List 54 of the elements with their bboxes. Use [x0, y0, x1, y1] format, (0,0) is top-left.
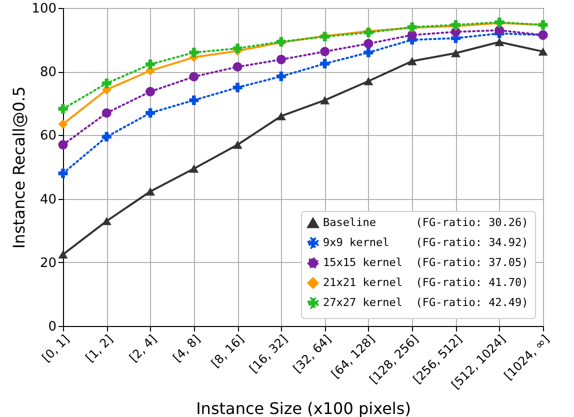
point	[232, 62, 242, 72]
y-tick-label: 40	[40, 192, 56, 208]
point	[320, 58, 330, 68]
point	[146, 86, 156, 96]
y-tick-label: 100	[32, 2, 56, 16]
point	[232, 44, 242, 54]
point	[58, 104, 68, 114]
point	[450, 49, 460, 58]
y-tick-label: 0	[48, 320, 56, 334]
point	[189, 72, 199, 82]
point	[58, 140, 68, 150]
x-tick-label: [0, 1]	[39, 332, 72, 365]
x-tick-label: [1, 2]	[82, 332, 116, 365]
point	[276, 72, 286, 82]
point	[494, 26, 504, 35]
point	[276, 112, 286, 120]
point	[146, 108, 156, 118]
point	[189, 48, 199, 58]
point	[364, 48, 374, 58]
y-tick-label: 80	[40, 65, 56, 80]
point	[232, 82, 242, 92]
x-tick-label: [16, 32]	[246, 332, 290, 376]
point	[102, 108, 112, 118]
legend-label: 21x21 kernel (FG-ratio: 41.70)	[323, 276, 528, 289]
x-tick-label: [8, 16]	[208, 332, 247, 370]
y-tick-label: 20	[40, 256, 56, 271]
point	[320, 96, 330, 104]
point	[189, 95, 199, 105]
legend-label: 9x9 kernel (FG-ratio: 34.92)	[323, 236, 528, 249]
point	[538, 47, 548, 56]
point	[232, 140, 242, 149]
x-axis-title: Instance Size (x100 pixels)	[196, 399, 411, 417]
point	[102, 132, 112, 142]
point	[102, 78, 112, 88]
point	[407, 57, 417, 66]
point	[364, 77, 374, 86]
point	[320, 46, 330, 56]
point	[189, 164, 199, 173]
legend-label: Baseline (FG-ratio: 30.26)	[323, 216, 528, 229]
x-tick-label: [4, 8]	[170, 332, 203, 365]
y-axis-title: Instance Recall@0.5	[10, 86, 29, 249]
point	[146, 187, 156, 196]
point	[494, 38, 504, 46]
point	[58, 250, 68, 259]
point	[276, 54, 286, 64]
x-tick-label: [2, 4]	[126, 332, 160, 365]
legend-label: 27x27 kernel (FG-ratio: 42.49)	[323, 296, 528, 309]
point	[58, 168, 68, 178]
point	[364, 38, 374, 48]
point	[146, 60, 156, 70]
y-tick-label: 60	[40, 128, 56, 144]
point	[102, 216, 112, 226]
legend-label: 15x15 kernel (FG-ratio: 37.05)	[323, 256, 528, 269]
point	[58, 119, 68, 129]
